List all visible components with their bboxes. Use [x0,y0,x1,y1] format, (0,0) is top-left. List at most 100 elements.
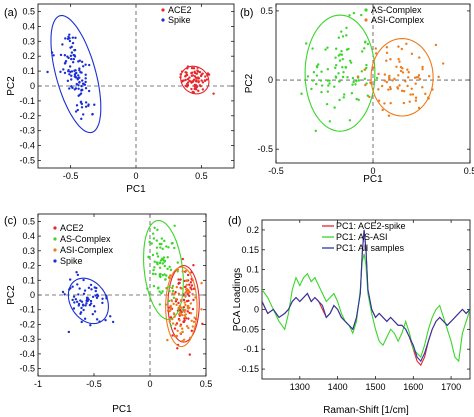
data-point [165,274,168,277]
data-point [163,239,166,243]
data-point [192,67,196,70]
legend-label: PC1: All samples [336,243,405,253]
data-point [188,353,191,356]
data-point [159,275,162,279]
data-point [167,246,170,249]
data-point [156,255,160,258]
data-point [201,322,204,326]
data-point [192,298,195,302]
data-point [70,70,74,73]
data-point [95,318,99,321]
legend-marker [364,18,368,22]
x-tick-label: 0 [370,166,375,176]
data-point [87,89,91,93]
data-point [78,67,81,70]
panel-label: (b) [240,7,253,19]
data-point [187,289,190,293]
data-point [178,304,182,308]
data-point [85,302,88,305]
data-point [180,287,183,290]
panel-label: (a) [4,7,17,19]
data-point [400,47,404,51]
legend-marker [53,248,57,252]
plot-area [38,214,206,376]
data-point [311,47,314,50]
data-point [84,80,87,84]
x-axis-label: PC1 [363,174,383,185]
data-point [387,114,391,117]
data-point [72,307,76,310]
data-point [205,78,209,81]
data-point [310,87,313,91]
data-point [191,307,195,311]
data-point [84,77,87,80]
data-point [415,76,419,79]
legend-label: ASI-Complex [371,15,425,25]
y-tick-label: -0.3 [19,126,35,136]
data-point [185,299,189,303]
data-point [352,80,355,84]
y-tick-label: 0.2 [246,225,259,235]
data-point [177,278,180,281]
data-point [174,291,177,294]
series-line [262,253,470,363]
data-point [410,87,413,90]
data-point [377,99,381,102]
data-point [317,63,320,66]
data-point [162,256,166,259]
data-point [73,55,77,58]
data-point [83,289,87,292]
data-point [186,310,189,313]
data-point [408,100,411,103]
data-point [78,76,81,79]
y-tick-label: 0 [254,304,259,314]
data-point [212,92,215,95]
data-point [356,75,360,78]
data-point [157,286,160,289]
data-point [78,287,81,290]
x-tick-label: 1700 [441,382,461,392]
data-point [67,330,71,334]
y-tick-label: 0.1 [22,275,35,285]
y-tick-label: 0.15 [241,245,259,255]
data-point [413,76,417,79]
data-point [81,79,84,82]
data-point [180,306,183,309]
data-point [341,35,345,38]
data-point [338,98,341,102]
data-point [171,317,174,321]
legend-marker [53,259,57,263]
data-point [185,73,189,77]
data-point [74,110,78,113]
data-point [78,80,81,84]
data-point [63,71,67,75]
data-point [194,88,198,91]
data-point [351,76,355,80]
data-point [79,100,83,104]
data-point [363,68,366,71]
data-point [88,303,92,307]
y-axis-label: PCA Loadings [232,268,243,331]
data-point [325,102,329,106]
data-point [315,74,319,77]
data-point [383,102,386,105]
x-tick-label: -1 [34,379,42,389]
data-point [177,301,180,305]
data-point [168,319,171,323]
data-point [79,299,82,302]
data-point [387,88,390,91]
data-point [173,224,176,228]
data-point [81,304,85,307]
y-tick-label: -0.05 [238,324,259,334]
x-tick-label: -0.5 [63,171,79,181]
data-point [160,242,163,246]
y-tick-label: -0.5 [19,364,35,374]
data-point [159,259,163,262]
y-tick-label: 0 [268,75,273,85]
y-axis-label: PC2 [6,285,17,305]
data-point [171,241,174,245]
data-point [326,46,329,49]
data-point [389,101,392,105]
data-point [183,314,186,317]
data-point [355,79,358,83]
